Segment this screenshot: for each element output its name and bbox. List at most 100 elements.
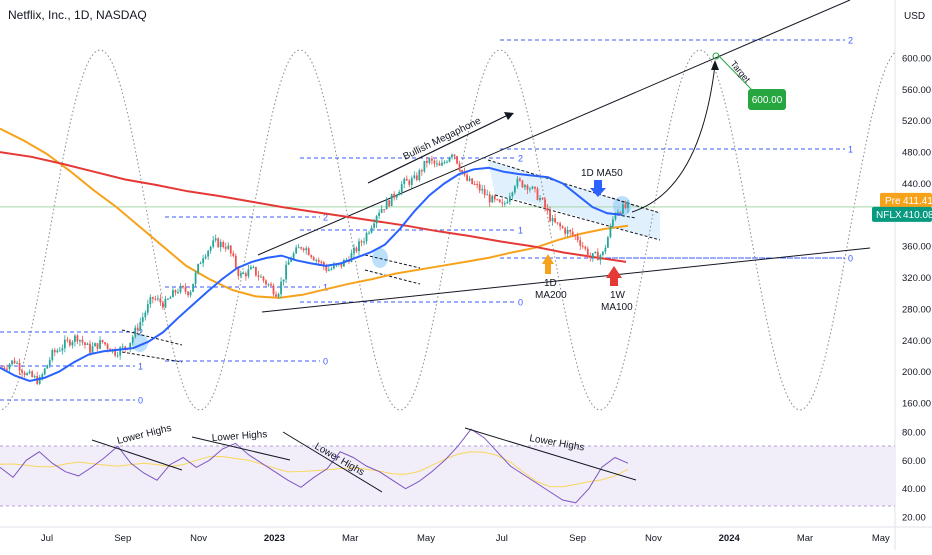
candle-body [46, 365, 49, 369]
flag-line [611, 213, 637, 219]
time-tick-label: Jul [496, 533, 508, 544]
candle-body [448, 157, 451, 162]
candle-body [393, 193, 396, 198]
candle-body [340, 263, 343, 267]
target-dot [712, 52, 720, 60]
candle-body [139, 321, 142, 331]
candle-body [358, 241, 360, 252]
ma200-arrowhead [542, 254, 554, 264]
candle-body [398, 191, 401, 196]
candle-body [129, 342, 132, 350]
flag-line [364, 254, 421, 269]
candle-body [149, 297, 152, 305]
candle-body [443, 162, 446, 164]
nflx-badge[interactable]: NFLX 410.08 [872, 206, 932, 222]
candle-body [423, 160, 426, 172]
ma100w-line[interactable] [0, 151, 627, 263]
candle-body [486, 194, 489, 196]
candle-body [355, 247, 358, 252]
candle-body [408, 180, 411, 185]
fib-label: 1 [138, 362, 143, 372]
candle-body [252, 266, 255, 268]
candle-body [456, 156, 458, 164]
pre-badge-name: Pre [885, 196, 901, 207]
candle-body [368, 232, 370, 234]
candle-body [579, 240, 582, 246]
candle-body [53, 349, 56, 353]
candle-body [438, 163, 441, 166]
candle-body [604, 247, 607, 252]
candle-body [617, 212, 619, 214]
candle-body [554, 218, 556, 223]
candle-body [370, 227, 373, 233]
ma50-label: 1D MA50 [581, 168, 623, 179]
target-value: 600.00 [752, 95, 783, 106]
rsi-ma-line [0, 451, 629, 488]
candle-body [91, 346, 94, 353]
candle-body [400, 184, 403, 192]
candle-body [586, 248, 589, 257]
candle-body [498, 199, 501, 203]
rsi-line[interactable] [0, 428, 629, 504]
candle-body [353, 247, 355, 254]
time-tick-label: Jul [41, 533, 53, 544]
ma50-line[interactable] [0, 166, 623, 383]
candle-body [378, 212, 381, 217]
candle-body [413, 175, 416, 179]
candle-body [596, 251, 599, 261]
candle-body [224, 246, 227, 249]
candle-body [551, 218, 554, 222]
candle-body [418, 170, 421, 180]
rsi-pane[interactable] [0, 428, 629, 504]
fib-label: 2 [518, 154, 523, 164]
fib-label: 0 [323, 357, 328, 367]
pre-badge-bg [880, 192, 932, 208]
candle-body [8, 364, 11, 369]
candle-body [310, 255, 313, 258]
ma200-arrow-body [545, 264, 551, 274]
candle-body [388, 200, 391, 207]
candle-body [471, 178, 474, 185]
ma200-line[interactable] [0, 127, 629, 299]
rsi-axis[interactable]: 80.00 60.00 40.00 20.00 [902, 428, 926, 524]
candle-body [380, 209, 383, 213]
megaphone-upper-line[interactable] [257, 0, 851, 256]
time-tick-label: May [872, 533, 890, 544]
candle-body [488, 194, 491, 203]
candle-body [212, 240, 215, 247]
currency-label[interactable]: USD [904, 11, 925, 22]
candle-body [622, 204, 624, 214]
candle-body [56, 350, 59, 353]
lower-highs-label-2: Lower Highs [211, 429, 267, 444]
candle-body [99, 340, 101, 349]
candle-body [493, 195, 496, 200]
candle-body [51, 349, 54, 361]
target-line [717, 54, 753, 91]
time-tick-label: Sep [114, 533, 131, 544]
candle-body [104, 342, 106, 345]
megaphone-lower-line[interactable] [261, 247, 871, 313]
candle-body [86, 343, 89, 345]
pre-badge[interactable]: Pre 411.41 [880, 192, 932, 208]
candle-body [41, 374, 44, 378]
candle-body [561, 226, 564, 229]
candle-body [322, 262, 325, 267]
candle-body [332, 265, 335, 269]
time-axis[interactable]: Jul Sep Nov 2023 Mar May Jul Sep Nov 2024 Mar May [41, 533, 890, 544]
candle-body [569, 229, 572, 232]
price-candles[interactable] [1, 153, 629, 385]
candle-body [290, 259, 293, 262]
candle-body [227, 245, 230, 249]
candle-body [463, 172, 466, 175]
nflx-badge-bg [872, 206, 932, 222]
ma200-label-2: MA200 [535, 290, 567, 301]
candle-body [255, 266, 257, 276]
price-tick-label: 560.00 [902, 85, 931, 96]
candle-body [234, 255, 237, 268]
candle-body [549, 210, 551, 222]
flag-line [121, 329, 183, 346]
candle-body [94, 343, 96, 347]
price-axis[interactable]: 600.00560.00520.00480.00440.00400.00360.… [902, 54, 931, 410]
candle-body [317, 259, 320, 262]
